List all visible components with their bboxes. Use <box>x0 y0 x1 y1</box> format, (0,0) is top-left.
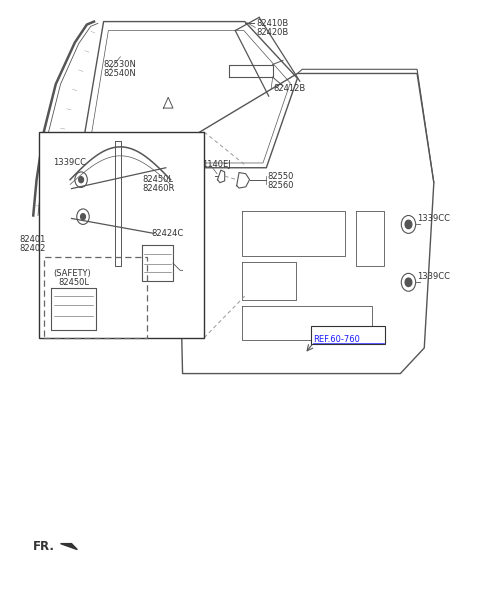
Polygon shape <box>60 544 77 550</box>
Text: FR.: FR. <box>33 540 55 553</box>
Text: (SAFETY): (SAFETY) <box>53 270 91 279</box>
Text: 82560: 82560 <box>268 181 294 190</box>
Text: 82424C: 82424C <box>152 229 184 238</box>
Bar <box>39 132 204 338</box>
Text: REF.60-760: REF.60-760 <box>313 335 360 344</box>
Text: REF.60-760: REF.60-760 <box>313 335 360 344</box>
Text: 82540N: 82540N <box>104 69 136 78</box>
Text: 82530N: 82530N <box>104 60 136 69</box>
Circle shape <box>405 278 412 286</box>
Text: 82420B: 82420B <box>257 28 289 37</box>
Text: 82410B: 82410B <box>257 19 289 28</box>
Text: 82550: 82550 <box>268 172 294 181</box>
Circle shape <box>81 213 85 219</box>
Text: 82402: 82402 <box>20 244 46 253</box>
Text: 82460R: 82460R <box>142 184 174 193</box>
Text: 82450L: 82450L <box>142 175 173 184</box>
Text: 82412B: 82412B <box>274 84 306 93</box>
Text: 1339CC: 1339CC <box>417 272 450 281</box>
Text: 1339CC: 1339CC <box>417 214 450 223</box>
Text: 82401: 82401 <box>20 235 46 244</box>
Bar <box>44 257 147 338</box>
Text: 1339CC: 1339CC <box>53 158 86 167</box>
Text: 82450L: 82450L <box>58 279 89 288</box>
Circle shape <box>79 176 84 182</box>
Text: 1140EJ: 1140EJ <box>202 160 230 169</box>
Circle shape <box>405 220 412 228</box>
Bar <box>311 326 385 344</box>
